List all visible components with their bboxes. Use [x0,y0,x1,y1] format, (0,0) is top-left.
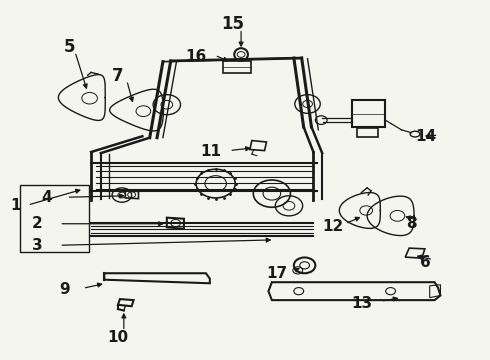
Text: 1: 1 [10,198,21,213]
Bar [351,100,385,127]
Text: 7: 7 [112,67,124,85]
Text: 5: 5 [63,38,75,56]
Text: 16: 16 [186,49,207,64]
Text: 17: 17 [266,266,287,282]
Text: 8: 8 [406,216,416,230]
Text: 15: 15 [221,15,245,33]
Text: 9: 9 [59,282,70,297]
Bar [357,128,378,137]
Text: 2: 2 [32,216,43,231]
Text: 14: 14 [415,130,437,144]
Text: 3: 3 [32,238,43,253]
Bar [20,185,89,252]
Text: 13: 13 [352,296,373,311]
Text: 11: 11 [200,144,221,159]
Text: 10: 10 [107,330,128,345]
Text: 6: 6 [420,255,431,270]
Text: 12: 12 [322,219,343,234]
Text: 4: 4 [42,190,52,205]
Bar [223,61,251,73]
